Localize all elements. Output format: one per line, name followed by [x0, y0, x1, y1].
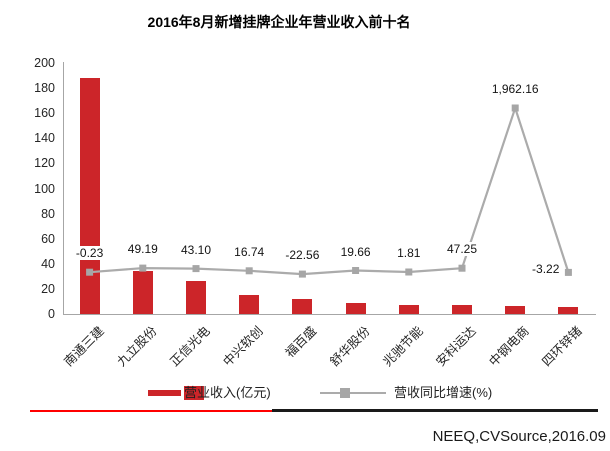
footer-rule-black [272, 409, 598, 412]
legend-line-swatch [320, 387, 386, 399]
growth-data-label: -22.56 [284, 248, 321, 263]
revenue-bar [345, 303, 366, 314]
revenue-bar [452, 305, 472, 314]
x-category-label: 兆驰节能 [380, 323, 426, 370]
growth-data-label: 16.74 [233, 244, 266, 259]
legend-bar-swatch [148, 390, 181, 396]
line-marker-icon [352, 267, 360, 274]
y-tick-label: 0 [48, 307, 55, 321]
growth-data-label: 47.25 [445, 242, 479, 257]
line-marker-icon [564, 268, 572, 276]
x-category-label: 正信光电 [167, 323, 213, 370]
growth-data-label: -0.23 [74, 246, 105, 261]
y-tick-label: 40 [41, 256, 55, 271]
growth-data-label: 1.81 [396, 246, 422, 260]
line-marker-icon [298, 270, 306, 278]
growth-line [89, 104, 570, 276]
x-category-label: 安科运达 [433, 323, 479, 370]
line-marker-icon [458, 264, 466, 272]
revenue-bar [79, 78, 100, 314]
legend-line-marker-icon [340, 388, 350, 398]
line-marker-icon [405, 268, 413, 276]
x-axis-line [63, 314, 596, 315]
revenue-bar [186, 281, 206, 314]
y-tick-label: 100 [34, 181, 55, 196]
footer-rule-red [30, 410, 272, 412]
y-tick-label: 60 [41, 231, 55, 246]
legend-bar-label: 营业收入(亿元) [184, 385, 271, 400]
y-tick-label: 20 [41, 281, 55, 296]
revenue-bar [558, 306, 579, 314]
revenue-bar [292, 298, 313, 314]
revenue-bar [239, 294, 260, 314]
growth-data-label: 43.10 [179, 242, 213, 257]
x-category-label: 中兴软创 [220, 323, 266, 370]
y-axis-line [63, 62, 64, 314]
chart-title: 2016年8月新增挂牌企业年营业收入前十名 [147, 14, 411, 30]
x-category-label: 福百盛 [282, 323, 320, 361]
legend-line-label: 营收同比增速(%) [394, 385, 493, 400]
growth-data-label: 49.19 [126, 242, 159, 257]
revenue-bar [132, 271, 153, 314]
y-tick-label: 120 [34, 156, 55, 171]
line-marker-icon [245, 267, 253, 275]
y-tick-label: 180 [34, 81, 55, 96]
source-text: NEEQ,CVSource,2016.09 [432, 428, 606, 445]
y-tick-label: 200 [34, 56, 55, 70]
y-tick-label: 140 [34, 131, 55, 146]
line-marker-icon [192, 265, 200, 273]
x-category-label: 四环锌锗 [539, 323, 586, 370]
y-tick-label: 160 [34, 106, 55, 121]
x-category-label: 南通三建 [61, 323, 107, 370]
revenue-bar [505, 305, 526, 314]
growth-data-label: -3.22 [531, 262, 561, 277]
y-tick-label: 80 [41, 206, 55, 221]
revenue-bar [398, 304, 419, 314]
line-marker-icon [511, 104, 519, 112]
legend-line-stroke [320, 392, 386, 394]
growth-data-label: 1,962.16 [490, 81, 540, 96]
x-category-label: 九立股份 [114, 323, 160, 370]
growth-data-label: 19.66 [339, 244, 372, 259]
x-category-label: 中钢电商 [486, 323, 532, 370]
x-category-label: 舒华股份 [327, 323, 373, 370]
